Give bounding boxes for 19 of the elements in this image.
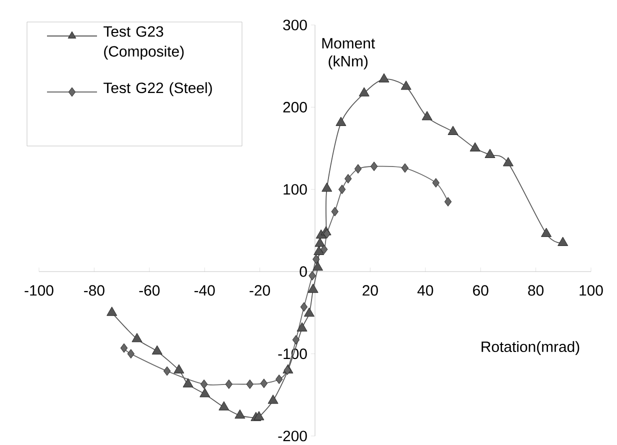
legend-label: Test G22 (Steel) xyxy=(104,82,212,96)
x-tick-label: 100 xyxy=(580,285,603,296)
x-tick-label: -100 xyxy=(24,285,54,296)
x-tick-label: 20 xyxy=(362,285,378,296)
x-tick-label: 80 xyxy=(528,285,544,296)
y-tick-label: 300 xyxy=(283,20,307,30)
y-tick-label: -200 xyxy=(278,430,307,442)
x-tick-label: 40 xyxy=(417,285,434,296)
x-tick-label: -20 xyxy=(250,285,270,296)
x-tick-label: -60 xyxy=(139,285,160,296)
legend-label: Test G23 (Composite) xyxy=(104,26,184,60)
x-axis-title: Rotation(mrad) xyxy=(482,341,580,356)
y-axis-title: Moment (kNm) xyxy=(322,38,375,70)
x-tick-label: -40 xyxy=(194,285,215,296)
y-tick-label: 0 xyxy=(300,266,307,278)
x-tick-label: -80 xyxy=(84,285,104,296)
y-tick-label: 100 xyxy=(284,184,307,195)
y-tick-label: 200 xyxy=(283,102,307,113)
x-tick-label: 60 xyxy=(473,285,488,296)
